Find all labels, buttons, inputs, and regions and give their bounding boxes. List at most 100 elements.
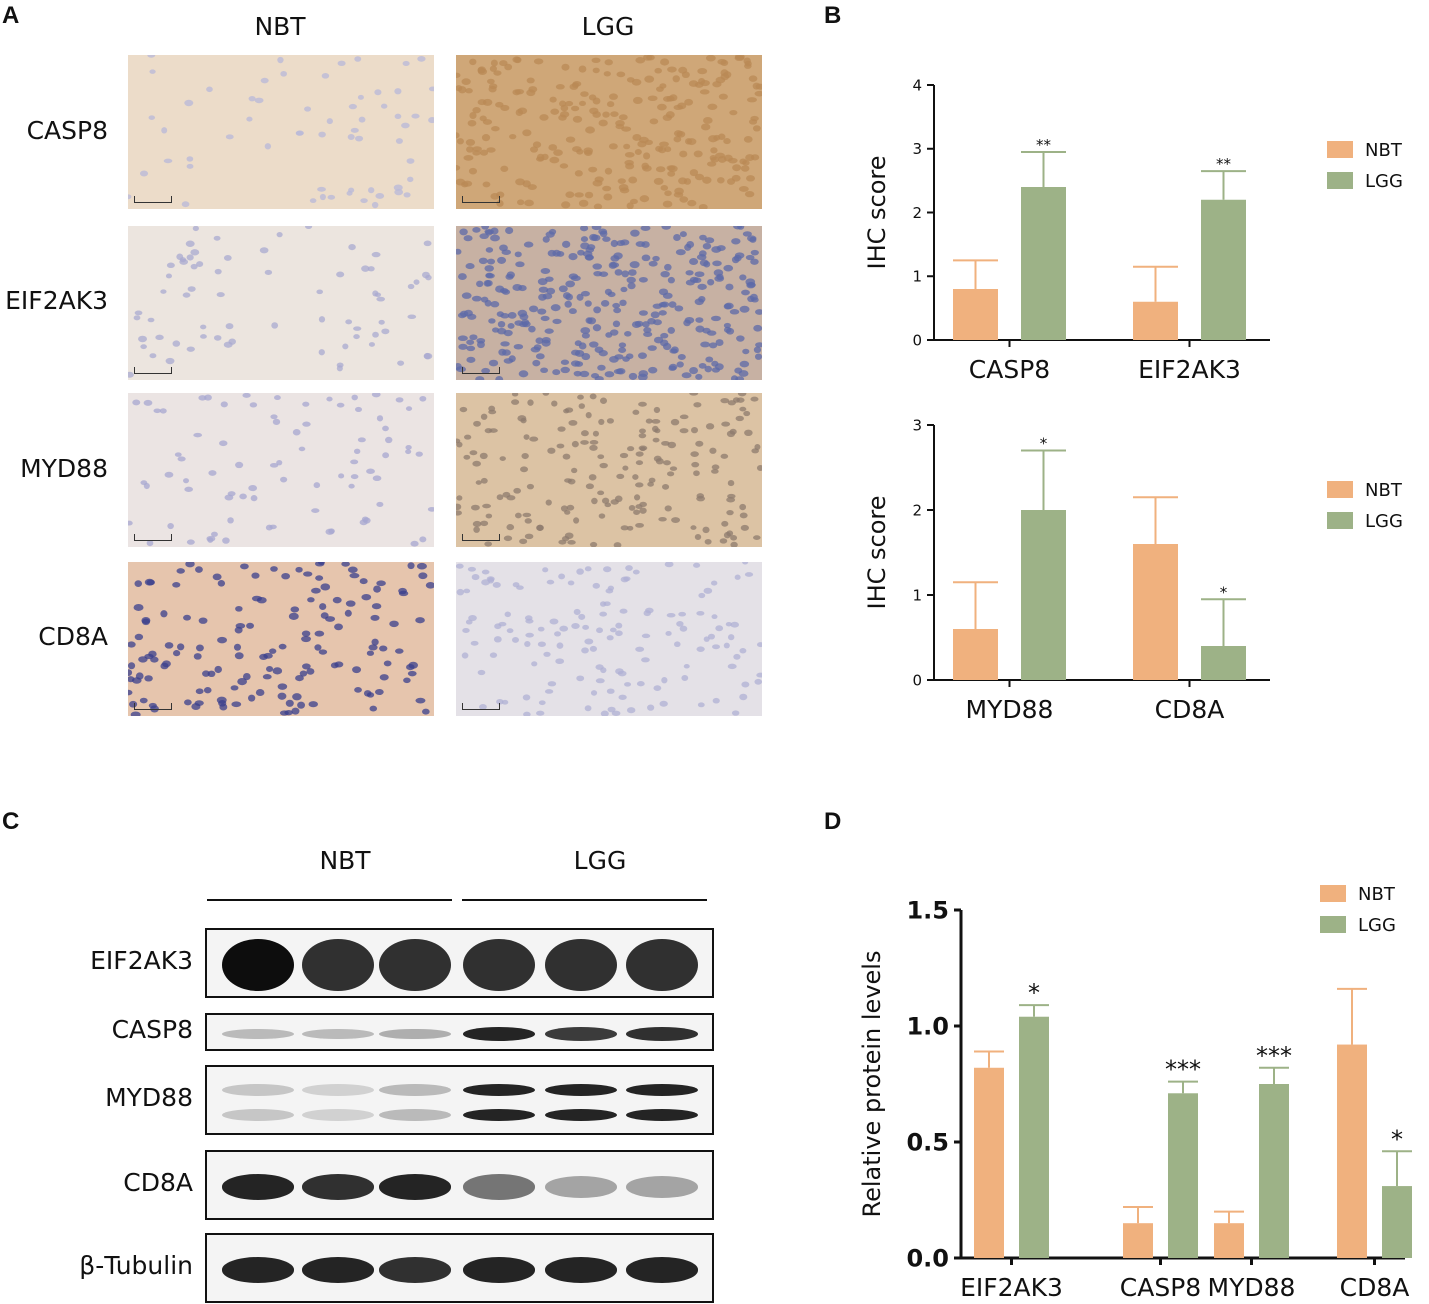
- blot-band: [463, 1027, 535, 1041]
- scale-bar: [462, 196, 500, 203]
- blot-group-line-lgg: [462, 899, 707, 901]
- y-tick-label: 1.0: [906, 1012, 949, 1040]
- y-tick-label: 2: [912, 501, 922, 519]
- x-tick-label: MYD88: [1208, 1273, 1296, 1302]
- y-tick-label: 0.5: [906, 1128, 949, 1156]
- significance-label: ***: [1165, 1056, 1201, 1084]
- bar-lgg: [1201, 646, 1246, 680]
- blot-band: [379, 1257, 451, 1283]
- relative-protein-levels-chart: 0.0 0.5 1.0 1.5 Relative protein levels * EIF2…: [858, 884, 1412, 1302]
- blot-band: [463, 1174, 535, 1200]
- x-tick-label: CASP8: [1120, 1273, 1201, 1302]
- blot-band: [545, 1108, 617, 1121]
- y-axis-label: IHC score: [863, 496, 891, 610]
- blot-band: [379, 1174, 451, 1200]
- y-tick-label: 0.0: [906, 1244, 949, 1272]
- legend-label-lgg: LGG: [1358, 915, 1396, 936]
- significance-label: **: [1036, 136, 1052, 154]
- y-tick-label: 4: [912, 76, 922, 94]
- bar-nbt: [1133, 544, 1178, 680]
- legend-swatch-nbt: [1327, 481, 1353, 498]
- bar-lgg: [1259, 1084, 1289, 1258]
- x-tick-label: CASP8: [969, 355, 1050, 384]
- y-tick-label: 0: [912, 331, 922, 349]
- bar-lgg: [1019, 1016, 1049, 1258]
- blot-band: [545, 1257, 617, 1283]
- significance-label: **: [1216, 155, 1232, 173]
- ihc-header-lgg: LGG: [581, 12, 635, 41]
- blot-band: [463, 938, 535, 992]
- significance-label: *: [1028, 979, 1040, 1007]
- blot-band: [302, 1174, 374, 1200]
- x-tick-label: CD8A: [1340, 1273, 1410, 1302]
- ihc-image-nbt-eif2ak3: [128, 226, 434, 380]
- blot-band: [379, 1084, 451, 1097]
- blot-band: [379, 1028, 451, 1040]
- scale-bar: [134, 367, 172, 374]
- blot-row-label: β-Tubulin: [79, 1251, 193, 1280]
- blot-band: [545, 1027, 617, 1041]
- y-axis-label: Relative protein levels: [858, 951, 886, 1218]
- panel-letter-b: B: [824, 2, 842, 29]
- blot-strip: [205, 928, 714, 998]
- panel-letter-a: A: [2, 2, 20, 29]
- bar-nbt: [1214, 1223, 1244, 1258]
- panel-letter-d: D: [824, 808, 842, 835]
- blot-group-label-lgg: LGG: [573, 846, 627, 875]
- scale-bar: [134, 534, 172, 541]
- scale-bar: [462, 534, 500, 541]
- ihc-image-lgg-casp8: [456, 55, 762, 209]
- ihc-row-label-casp8: CASP8: [26, 116, 108, 145]
- scale-bar: [134, 703, 172, 710]
- significance-label: ***: [1256, 1042, 1292, 1070]
- blot-row-label: MYD88: [105, 1083, 193, 1112]
- blot-band: [302, 1084, 374, 1097]
- blot-row-label: EIF2AK3: [90, 946, 193, 975]
- y-tick-label: 3: [912, 416, 922, 434]
- legend-label-nbt: NBT: [1365, 480, 1403, 501]
- blot-band: [222, 1028, 294, 1040]
- bar-nbt: [953, 289, 998, 340]
- significance-label: *: [1220, 583, 1228, 601]
- bar-lgg: [1382, 1186, 1412, 1258]
- blot-group-label-nbt: NBT: [319, 846, 371, 875]
- blot-band: [302, 1108, 374, 1121]
- blot-band: [626, 1108, 698, 1121]
- legend-label-lgg: LGG: [1365, 511, 1403, 532]
- ihc-image-nbt-cd8a: [128, 562, 434, 716]
- bar-lgg: [1201, 199, 1246, 340]
- ihc-image-nbt-myd88: [128, 393, 434, 547]
- y-axis-label: IHC score: [863, 156, 891, 270]
- bar-lgg: [1168, 1093, 1198, 1258]
- blot-band: [222, 1174, 294, 1200]
- ihc-row-label-cd8a: CD8A: [38, 622, 108, 651]
- ihc-image-lgg-myd88: [456, 393, 762, 547]
- blot-band: [626, 1257, 698, 1283]
- blot-strip: [205, 1065, 714, 1135]
- legend-label-nbt: NBT: [1365, 140, 1403, 161]
- legend-swatch-nbt: [1320, 885, 1346, 902]
- blot-band: [379, 1108, 451, 1121]
- y-tick-label: 0: [912, 671, 922, 689]
- scale-bar: [462, 703, 500, 710]
- y-tick-label: 1.5: [906, 896, 949, 924]
- ihc-row-label-eif2ak3: EIF2AK3: [5, 286, 108, 315]
- y-tick-label: 1: [912, 268, 922, 286]
- bar-nbt: [1123, 1223, 1153, 1258]
- blot-band: [302, 1257, 374, 1283]
- blot-group-line-nbt: [207, 899, 452, 901]
- legend-swatch-lgg: [1327, 172, 1353, 189]
- legend-label-nbt: NBT: [1358, 884, 1396, 905]
- legend-swatch-lgg: [1320, 916, 1346, 933]
- blot-band: [545, 1084, 617, 1097]
- blot-strip: [205, 1233, 714, 1303]
- blot-band: [626, 938, 698, 992]
- y-tick-label: 3: [912, 140, 922, 158]
- ihc-image-nbt-casp8: [128, 55, 434, 209]
- x-tick-label: MYD88: [966, 695, 1054, 724]
- ihc-image-lgg-eif2ak3: [456, 226, 762, 380]
- blot-band: [302, 938, 374, 992]
- blot-band: [379, 938, 451, 992]
- ihc-row-label-myd88: MYD88: [20, 454, 108, 483]
- scale-bar: [462, 367, 500, 374]
